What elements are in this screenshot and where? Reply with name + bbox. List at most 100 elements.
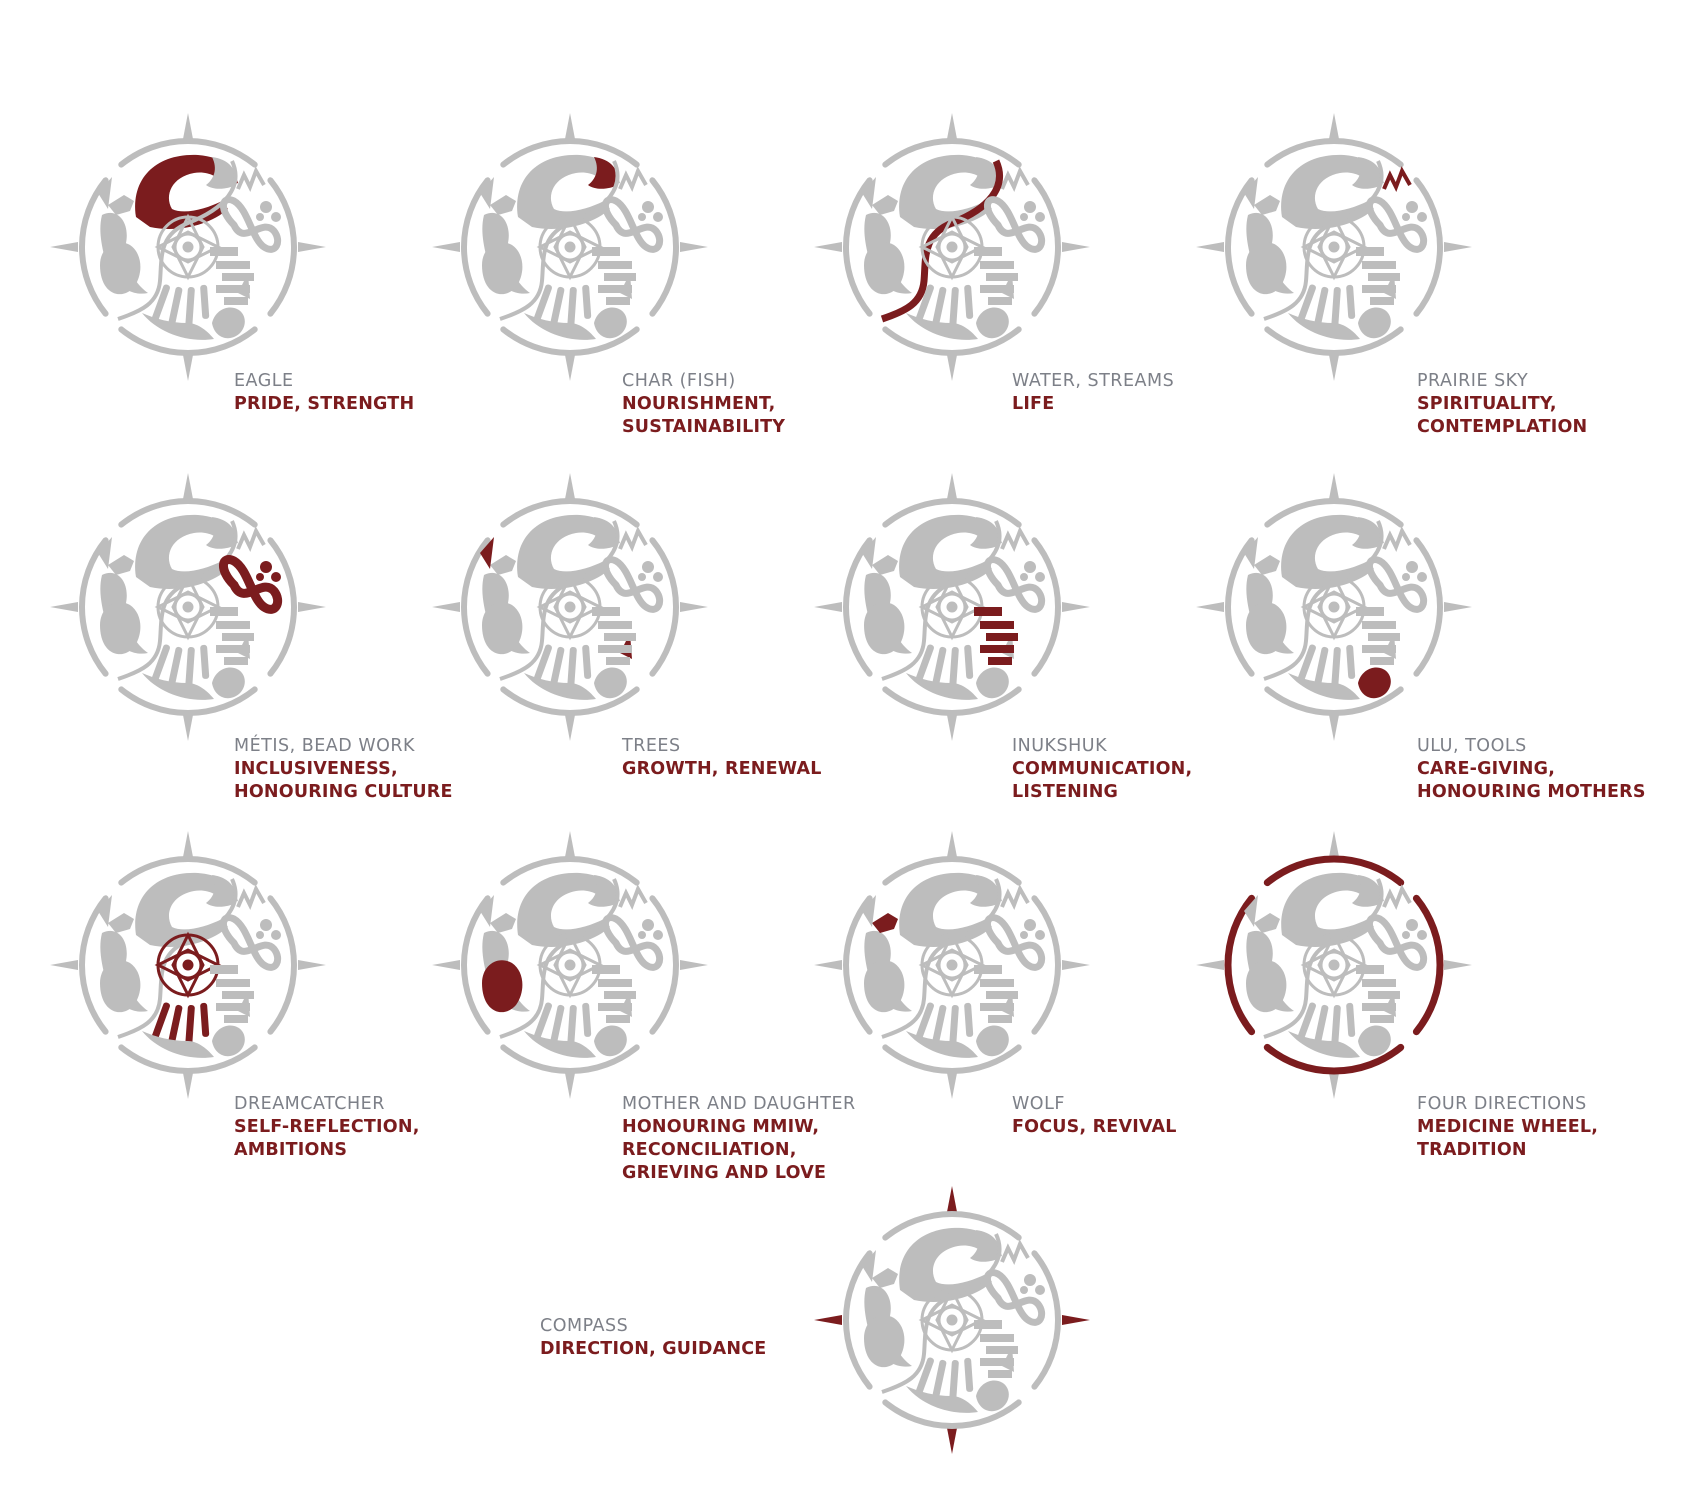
- symbol-meaning-line: INCLUSIVENESS,: [234, 758, 453, 781]
- wolf-shape: [490, 913, 516, 933]
- symbol-caption: PRAIRIE SKY SPIRITUALITY, CONTEMPLATION: [1417, 370, 1587, 439]
- mother-daughter-icon: [420, 815, 720, 1115]
- symbol-meaning-line: RECONCILIATION,: [622, 1139, 856, 1162]
- inner-symbols: [862, 155, 1045, 340]
- mother-shape: [100, 960, 140, 1012]
- symbol-meaning-line: HONOURING MMIW,: [622, 1116, 856, 1139]
- symbol-caption: INUKSHUK COMMUNICATION, LISTENING: [1012, 735, 1192, 804]
- symbol-name: COMPASS: [540, 1315, 766, 1338]
- beads-shape: [1020, 919, 1045, 940]
- mother-shape: [864, 960, 904, 1012]
- symbol-caption: ULU, TOOLS CARE-GIVING, HONOURING MOTHERS: [1417, 735, 1646, 804]
- four-directions-icon: [1184, 815, 1484, 1115]
- inner-symbols: [480, 155, 663, 340]
- wolf-shape: [872, 913, 898, 933]
- symbol-meaning-line: FOCUS, REVIVAL: [1012, 1116, 1177, 1139]
- sky-shape: [1384, 171, 1410, 189]
- symbol-meaning: SELF-REFLECTION, AMBITIONS: [234, 1116, 420, 1162]
- sky-shape: [1384, 889, 1410, 907]
- symbol-meaning: GROWTH, RENEWAL: [622, 758, 822, 781]
- symbol-meaning: SPIRITUALITY, CONTEMPLATION: [1417, 393, 1587, 439]
- wolf-shape: [108, 195, 134, 215]
- wolf-shape: [1254, 555, 1280, 575]
- ulu-shape: [976, 1381, 1009, 1412]
- inner-symbols: [480, 873, 663, 1058]
- symbol-meaning-line: TRADITION: [1417, 1139, 1598, 1162]
- symbol-name: TREES: [622, 735, 822, 758]
- sky-shape: [1002, 531, 1028, 549]
- symbol-meaning-line: LIFE: [1012, 393, 1174, 416]
- symbol-caption: EAGLE PRIDE, STRENGTH: [234, 370, 414, 416]
- inner-symbols: [1244, 155, 1427, 340]
- water-icon: [802, 97, 1102, 397]
- fish-icon: [420, 97, 720, 397]
- beads-shape: [1020, 1274, 1045, 1295]
- symbol-meaning-line: SELF-REFLECTION,: [234, 1116, 420, 1139]
- wolf-shape: [108, 555, 134, 575]
- symbol-meaning: COMMUNICATION, LISTENING: [1012, 758, 1192, 804]
- ulu-shape: [212, 668, 245, 699]
- sky-shape: [1384, 531, 1410, 549]
- infinity-bead-icon: [38, 457, 338, 757]
- beads-shape: [256, 919, 281, 940]
- symbol-meaning-line: DIRECTION, GUIDANCE: [540, 1338, 766, 1361]
- sky-shape: [1002, 889, 1028, 907]
- eagle-icon: [38, 97, 338, 397]
- sky-shape: [620, 889, 646, 907]
- compass-icon: [802, 1170, 1102, 1470]
- symbol-meaning-line: SPIRITUALITY,: [1417, 393, 1587, 416]
- beads-shape: [1020, 561, 1045, 582]
- symbol-name: PRAIRIE SKY: [1417, 370, 1587, 393]
- symbol-name: FOUR DIRECTIONS: [1417, 1093, 1598, 1116]
- sky-shape: [238, 889, 264, 907]
- symbol-meaning: PRIDE, STRENGTH: [234, 393, 414, 416]
- ulu-shape: [594, 668, 627, 699]
- symbol-name: INUKSHUK: [1012, 735, 1192, 758]
- wolf-shape: [1254, 195, 1280, 215]
- inner-symbols: [1244, 873, 1427, 1058]
- inukshuk-icon: [802, 457, 1102, 757]
- ulu-shape: [976, 668, 1009, 699]
- symbol-meaning: LIFE: [1012, 393, 1174, 416]
- symbol-name: CHAR (FISH): [622, 370, 785, 393]
- mother-shape: [864, 242, 904, 294]
- prairie-sky-icon: [1184, 97, 1484, 397]
- inner-symbols: [480, 515, 663, 700]
- inner-symbols: [98, 515, 281, 700]
- symbol-name: EAGLE: [234, 370, 414, 393]
- inner-symbols: [98, 873, 281, 1058]
- beads-shape: [638, 561, 663, 582]
- symbol-meaning-line: CONTEMPLATION: [1417, 416, 1587, 439]
- symbol-caption: FOUR DIRECTIONS MEDICINE WHEEL, TRADITION: [1417, 1093, 1598, 1162]
- mother-shape: [1246, 960, 1286, 1012]
- ulu-shape: [1358, 308, 1391, 339]
- symbol-meaning-line: GROWTH, RENEWAL: [622, 758, 822, 781]
- trees-icon: [420, 457, 720, 757]
- wolf-shape: [872, 195, 898, 215]
- symbol-meaning-line: MEDICINE WHEEL,: [1417, 1116, 1598, 1139]
- mother-shape: [482, 602, 522, 654]
- mother-shape: [864, 1315, 904, 1367]
- mother-shape: [482, 960, 522, 1012]
- inner-symbols: [862, 873, 1045, 1058]
- wolf-shape: [490, 555, 516, 575]
- mother-shape: [100, 602, 140, 654]
- symbol-caption: TREES GROWTH, RENEWAL: [622, 735, 822, 781]
- symbol-name: ULU, TOOLS: [1417, 735, 1646, 758]
- symbol-meaning: FOCUS, REVIVAL: [1012, 1116, 1177, 1139]
- symbol-caption: COMPASS DIRECTION, GUIDANCE: [540, 1315, 766, 1361]
- ulu-shape: [976, 308, 1009, 339]
- beads-shape: [256, 561, 281, 582]
- ulu-shape: [212, 1026, 245, 1057]
- mother-shape: [100, 242, 140, 294]
- sky-shape: [620, 171, 646, 189]
- mother-shape: [864, 602, 904, 654]
- symbol-caption: WOLF FOCUS, REVIVAL: [1012, 1093, 1177, 1139]
- symbol-caption: DREAMCATCHER SELF-REFLECTION, AMBITIONS: [234, 1093, 420, 1162]
- symbol-meaning: CARE-GIVING, HONOURING MOTHERS: [1417, 758, 1646, 804]
- dreamcatcher-icon: [38, 815, 338, 1115]
- inner-symbols: [1244, 515, 1427, 700]
- ulu-shape: [594, 308, 627, 339]
- wolf-shape: [872, 1268, 898, 1288]
- symbol-caption: CHAR (FISH) NOURISHMENT, SUSTAINABILITY: [622, 370, 785, 439]
